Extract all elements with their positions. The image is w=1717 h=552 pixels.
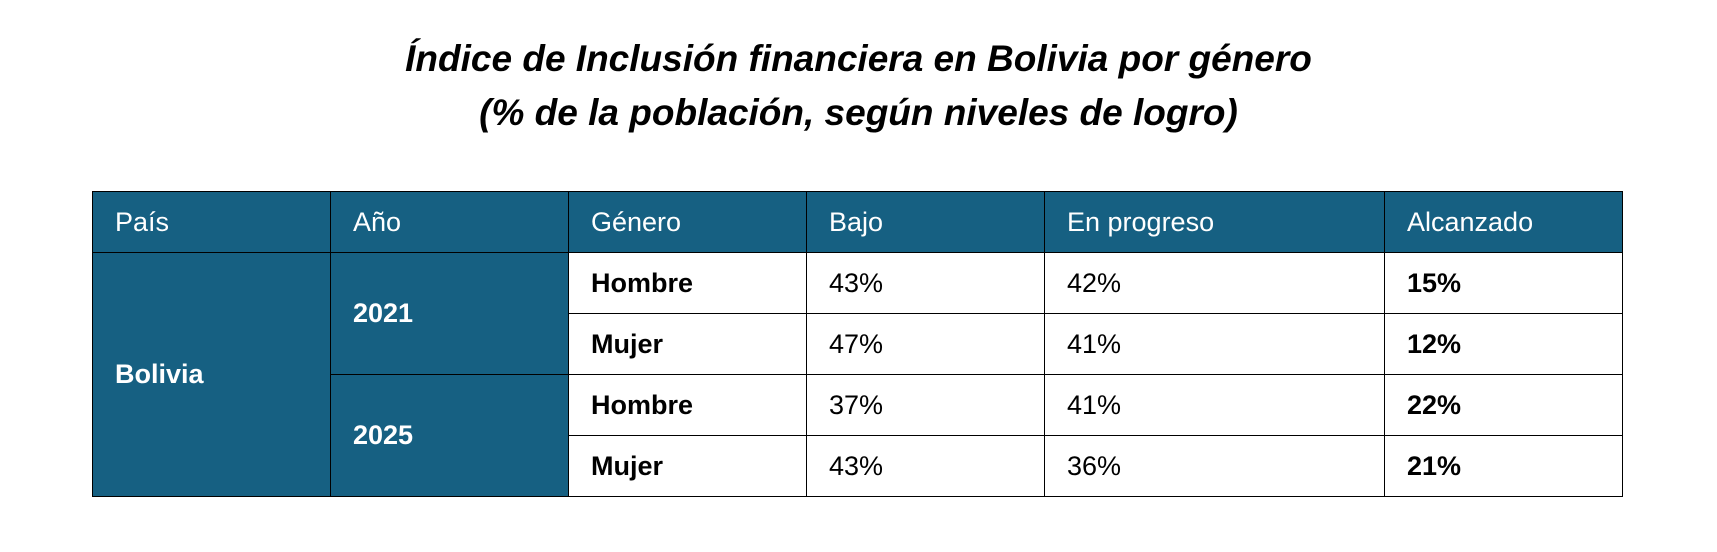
header-ano: Año [330, 191, 569, 253]
title-line-2: (% de la población, según niveles de log… [479, 92, 1238, 133]
alcanzado-cell: 21% [1384, 435, 1623, 497]
en-progreso-cell: 42% [1044, 252, 1385, 314]
en-progreso-cell: 36% [1044, 435, 1385, 497]
table-header-row: País Año Género Bajo En progreso Alcanza… [92, 191, 1623, 253]
alcanzado-cell: 22% [1384, 374, 1623, 436]
header-bajo: Bajo [806, 191, 1045, 253]
page-title: Índice de Inclusión financiera en Bolivi… [0, 32, 1717, 140]
country-cell: Bolivia [92, 252, 331, 497]
year-cell-2025: 2025 [330, 374, 569, 497]
gender-cell: Hombre [568, 252, 807, 314]
bajo-cell: 47% [806, 313, 1045, 375]
title-line-1: Índice de Inclusión financiera en Bolivi… [405, 38, 1312, 79]
gender-cell: Mujer [568, 435, 807, 497]
table-row: Mujer 43% 36% 21% [93, 435, 1623, 497]
alcanzado-cell: 15% [1384, 252, 1623, 314]
bajo-cell: 37% [806, 374, 1045, 436]
bajo-cell: 43% [806, 252, 1045, 314]
header-genero: Género [568, 191, 807, 253]
gender-cell: Hombre [568, 374, 807, 436]
gender-cell: Mujer [568, 313, 807, 375]
alcanzado-cell: 12% [1384, 313, 1623, 375]
en-progreso-cell: 41% [1044, 374, 1385, 436]
bajo-cell: 43% [806, 435, 1045, 497]
table-row: 2025 Hombre 37% 41% 22% [93, 374, 1623, 497]
header-pais: País [92, 191, 331, 253]
header-alcanzado: Alcanzado [1384, 191, 1623, 253]
en-progreso-cell: 41% [1044, 313, 1385, 375]
table-row: Bolivia 2021 Hombre 43% 42% 15% [92, 252, 1623, 497]
header-en-progreso: En progreso [1044, 191, 1385, 253]
inclusion-table: País Año Género Bajo En progreso Alcanza… [92, 191, 1623, 497]
table-row: Mujer 47% 41% 12% [93, 313, 1623, 375]
year-cell-2021: 2021 [330, 252, 569, 375]
